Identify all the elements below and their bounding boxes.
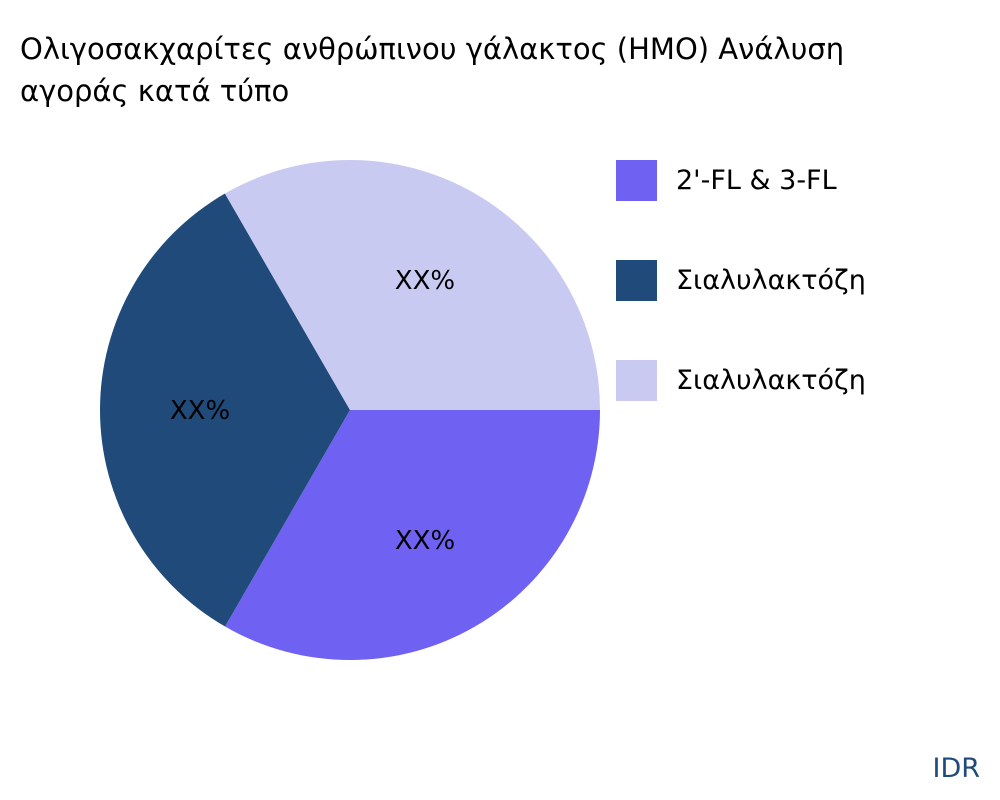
legend-item-0: 2'-FL & 3-FL	[616, 159, 837, 201]
pie-slice-2	[224, 159, 601, 410]
legend-label-1: Σιαλυλακτόζη	[676, 264, 866, 296]
legend-swatch-1	[616, 259, 657, 301]
legend-label-0: 2'-FL & 3-FL	[676, 164, 837, 196]
pie-slice-0	[225, 410, 600, 661]
title-line-1: Ολιγοσακχαρίτες ανθρώπινου γάλακτος (HMO…	[20, 32, 845, 66]
legend-item-2: Σιαλυλακτόζη	[616, 359, 866, 401]
legend-swatch-0	[616, 159, 657, 201]
title-line-2: αγοράς κατά τύπο	[20, 74, 290, 108]
brand-logo: IDR	[932, 753, 980, 784]
slice-label-0: XX%	[395, 526, 455, 556]
legend-label-2: Σιαλυλακτόζη	[676, 364, 866, 396]
slice-label-1: XX%	[170, 396, 230, 426]
slice-label-2: XX%	[395, 266, 455, 296]
pie-slice-1	[99, 193, 350, 627]
chart-title: Ολιγοσακχαρίτες ανθρώπινου γάλακτος (HMO…	[20, 28, 1000, 112]
legend-item-1: Σιαλυλακτόζη	[616, 259, 866, 301]
legend-swatch-2	[616, 359, 657, 401]
